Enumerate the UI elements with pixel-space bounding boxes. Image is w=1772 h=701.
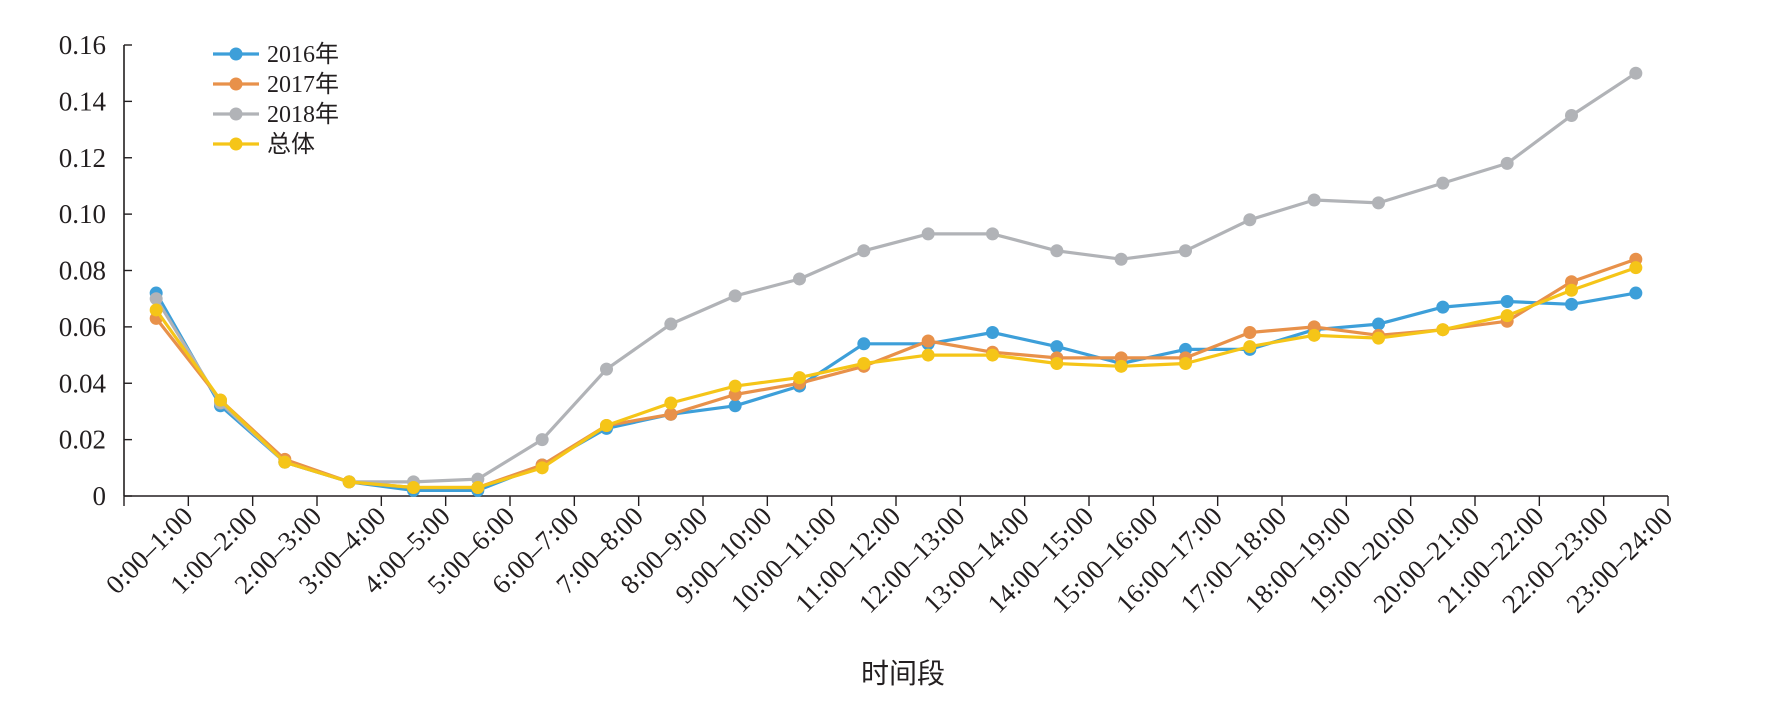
x-axis-title: 时间段 (861, 658, 945, 690)
data-point (1372, 196, 1385, 210)
data-point (1307, 193, 1321, 207)
data-point (1565, 283, 1578, 297)
data-point (1050, 244, 1064, 258)
data-point (1114, 252, 1128, 266)
y-tick-label: 0.08 (59, 256, 106, 286)
data-point (1372, 331, 1385, 345)
data-point (1243, 340, 1257, 354)
data-point (857, 244, 871, 258)
data-point (471, 481, 485, 495)
data-point (1179, 357, 1192, 371)
data-point (149, 292, 163, 306)
series-line (154, 257, 1638, 490)
y-tick-label: 0.04 (59, 368, 107, 398)
data-point (149, 303, 163, 317)
data-point (1372, 317, 1385, 331)
data-point (1500, 309, 1514, 323)
y-tick-label: 0.06 (59, 312, 106, 342)
y-tick-label: 0 (93, 481, 107, 511)
data-point (600, 419, 613, 433)
data-point (1500, 156, 1514, 170)
data-point (921, 348, 935, 362)
data-point (728, 379, 742, 393)
data-point (728, 289, 742, 303)
data-point (793, 371, 806, 385)
legend-label: 2018年 (267, 101, 339, 128)
data-point (986, 227, 999, 241)
data-point (1629, 286, 1643, 300)
data-point (793, 272, 806, 286)
legend-label: 总体 (267, 131, 315, 158)
data-point (1243, 213, 1257, 227)
series-layer (149, 66, 1643, 497)
series-0 (149, 286, 1643, 497)
y-tick-label: 0.02 (59, 425, 106, 455)
data-point (1565, 108, 1578, 122)
data-point (1307, 328, 1321, 342)
data-point (857, 357, 871, 371)
data-point (857, 337, 871, 351)
legend-item: 2016年 (213, 41, 339, 68)
series-2 (149, 66, 1643, 489)
data-point (1565, 297, 1578, 311)
legend-label: 2016年 (267, 41, 339, 68)
data-point (921, 227, 935, 241)
data-point (1050, 357, 1064, 371)
series-line (154, 71, 1638, 484)
data-point (664, 396, 678, 410)
data-point (278, 455, 292, 469)
series-1 (149, 252, 1643, 495)
series-line (154, 266, 1638, 490)
data-point (407, 481, 420, 495)
data-point (1436, 323, 1450, 337)
legend-item: 2018年 (213, 101, 339, 128)
data-point (986, 326, 999, 340)
y-tick-label: 0.14 (59, 86, 107, 116)
data-point (664, 317, 678, 331)
legend-swatch-marker (229, 47, 243, 61)
data-point (1629, 261, 1643, 275)
data-point (728, 399, 742, 413)
y-tick-label: 0.16 (59, 30, 106, 60)
data-point (535, 433, 549, 447)
data-point (1436, 300, 1450, 314)
series-3 (149, 261, 1643, 495)
data-point (342, 475, 356, 489)
data-point (1500, 295, 1514, 309)
data-point (1243, 326, 1257, 340)
legend-item: 总体 (213, 131, 315, 158)
data-point (1179, 244, 1192, 258)
y-tick-label: 0.12 (59, 143, 106, 173)
data-point (1050, 340, 1064, 354)
legend-swatch-marker (229, 107, 243, 121)
data-point (214, 393, 227, 407)
y-tick-label: 0.10 (59, 199, 106, 229)
data-point (1629, 66, 1643, 80)
data-point (986, 348, 999, 362)
data-point (1436, 176, 1450, 190)
legend-item: 2017年 (213, 71, 339, 98)
data-point (600, 362, 613, 376)
data-point (535, 461, 549, 475)
data-point (1114, 359, 1128, 373)
data-point (921, 334, 935, 348)
data-point (664, 407, 678, 421)
legend-swatch-marker (229, 77, 243, 91)
series-line (154, 291, 1638, 492)
legend-label: 2017年 (267, 71, 339, 98)
legend-swatch-marker (229, 137, 243, 151)
